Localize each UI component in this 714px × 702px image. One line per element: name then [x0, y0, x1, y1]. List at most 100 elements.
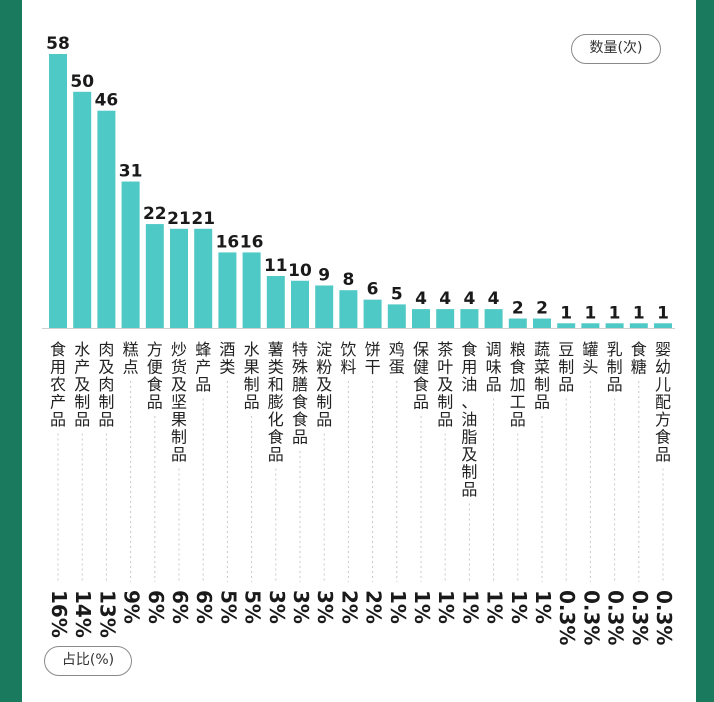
percent-label: 0.3% — [579, 590, 603, 645]
bar — [629, 323, 648, 328]
bar — [266, 276, 285, 328]
category-label: 水果制品 — [244, 340, 260, 412]
bar — [145, 224, 164, 328]
percent-label: 1% — [531, 590, 555, 624]
percent-label: 1% — [483, 590, 507, 624]
bar — [533, 318, 551, 328]
percent-label: 2% — [362, 590, 386, 624]
category-label: 糕点 — [123, 340, 139, 377]
value-label: 10 — [288, 261, 312, 281]
value-label: 1 — [584, 303, 596, 323]
value-label: 8 — [342, 270, 354, 290]
value-label: 31 — [119, 162, 143, 182]
bar — [581, 323, 600, 328]
percent-label: 2% — [337, 590, 361, 624]
category-label: 豆制品 — [558, 340, 574, 394]
value-label: 4 — [439, 289, 451, 309]
category-label: 水产及制品 — [74, 340, 90, 429]
bar — [170, 228, 188, 328]
category-label: 蜂产品 — [195, 340, 211, 394]
bar — [73, 91, 92, 328]
bar — [218, 252, 237, 328]
value-label: 21 — [191, 209, 215, 229]
bar — [605, 323, 624, 328]
percent-label: 3% — [265, 590, 289, 624]
bar — [387, 304, 406, 328]
bar — [339, 290, 358, 328]
percent-label: 0.3% — [604, 590, 628, 645]
percent-label: 5% — [241, 590, 265, 624]
bar — [460, 309, 479, 328]
value-label: 1 — [560, 303, 572, 323]
bar — [97, 110, 116, 328]
category-label: 食用农产品 — [50, 340, 66, 429]
category-label: 鸡蛋 — [389, 340, 405, 377]
category-label: 蔬菜制品 — [534, 340, 550, 412]
percent-label: 13% — [95, 590, 119, 638]
percent-label: 3% — [289, 590, 313, 624]
bar — [242, 252, 261, 328]
value-label: 1 — [657, 303, 669, 323]
category-label: 乳制品 — [607, 340, 623, 394]
value-label: 6 — [367, 280, 379, 300]
category-label: 粮食加工品 — [510, 340, 526, 429]
value-label: 58 — [46, 34, 70, 54]
category-label: 薯类和膨化食品 — [268, 340, 284, 464]
bar — [315, 285, 334, 328]
value-label: 50 — [70, 72, 94, 92]
bar — [654, 323, 672, 328]
percent-label: 9% — [120, 590, 144, 624]
bar — [508, 318, 527, 328]
bar — [291, 280, 309, 328]
bar — [412, 309, 430, 328]
bar — [484, 309, 503, 328]
percent-label: 0.3% — [628, 590, 652, 645]
value-label: 21 — [167, 209, 191, 229]
value-label: 1 — [633, 303, 645, 323]
value-label: 2 — [512, 299, 524, 319]
category-label: 淀粉及制品 — [316, 340, 332, 429]
value-label: 16 — [240, 232, 264, 252]
category-label: 罐头 — [582, 340, 598, 377]
bar — [121, 181, 140, 328]
value-label: 4 — [415, 289, 427, 309]
value-label: 1 — [609, 303, 621, 323]
percent-label: 0.3% — [652, 590, 676, 645]
bar — [194, 228, 213, 328]
percent-label: 5% — [216, 590, 240, 624]
bar — [363, 299, 382, 328]
category-label: 酒类 — [219, 340, 235, 377]
category-label: 炒货及坚果制品 — [171, 340, 187, 464]
category-label: 饼干 — [365, 340, 381, 377]
percent-label: 1% — [386, 590, 410, 624]
percent-label: 3% — [313, 590, 337, 624]
category-label: 食用油、油脂及制品 — [461, 340, 477, 499]
category-label: 婴幼儿配方食品 — [655, 340, 671, 464]
category-label: 茶叶及制品 — [437, 340, 453, 429]
value-label: 2 — [536, 299, 548, 319]
value-label: 11 — [264, 256, 288, 276]
share-legend-badge: 占比(%) — [44, 646, 132, 676]
percent-label: 14% — [71, 590, 95, 638]
count-legend-badge: 数量(次) — [571, 34, 661, 64]
value-label: 4 — [463, 289, 475, 309]
category-label: 特殊膳食食品 — [292, 340, 308, 447]
percent-label: 16% — [47, 590, 71, 638]
value-label: 46 — [95, 91, 119, 111]
value-label: 22 — [143, 204, 167, 224]
bar — [557, 323, 576, 328]
category-label: 调味品 — [486, 340, 502, 394]
value-label: 4 — [488, 289, 500, 309]
percent-label: 1% — [434, 590, 458, 624]
bar — [49, 54, 67, 328]
category-label: 保健食品 — [413, 340, 429, 412]
bar — [436, 309, 455, 328]
category-label: 方便食品 — [147, 340, 163, 412]
value-label: 9 — [318, 265, 330, 285]
percent-label: 0.3% — [555, 590, 579, 645]
value-label: 5 — [391, 284, 403, 304]
category-label: 食糖 — [631, 340, 647, 377]
category-label: 饮料 — [340, 340, 356, 377]
percent-label: 1% — [458, 590, 482, 624]
